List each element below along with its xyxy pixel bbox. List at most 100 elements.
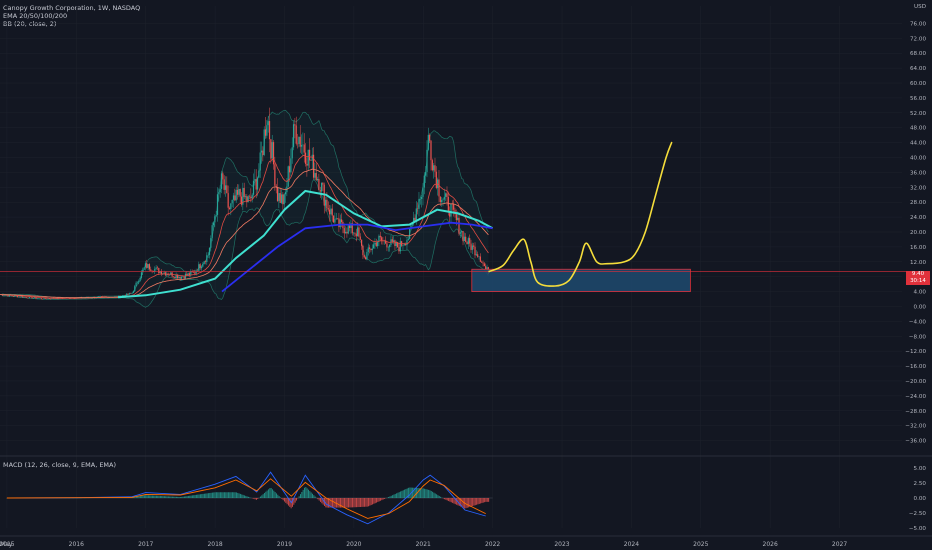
candle-body bbox=[206, 255, 208, 263]
macd-histogram-bar bbox=[353, 498, 355, 508]
macd-histogram-bar bbox=[283, 498, 285, 502]
candle-body bbox=[264, 129, 267, 136]
time-tick-label: 2017 bbox=[138, 541, 153, 548]
macd-histogram-bar bbox=[278, 496, 280, 498]
candle-body bbox=[254, 179, 256, 181]
macd-histogram-bar bbox=[170, 496, 172, 498]
macd-histogram-bar bbox=[413, 487, 415, 498]
candle-body bbox=[255, 179, 257, 190]
candle-body bbox=[344, 231, 347, 234]
candle-body bbox=[178, 276, 180, 279]
macd-histogram-bar bbox=[405, 489, 407, 498]
symbol-title[interactable]: Canopy Growth Corporation, 1W, NASDAQ bbox=[3, 4, 141, 12]
candle-body bbox=[279, 193, 281, 203]
candle-body bbox=[485, 266, 487, 270]
macd-histogram-bar bbox=[421, 488, 423, 498]
candle-body bbox=[442, 199, 444, 201]
macd-histogram-bar bbox=[158, 495, 160, 498]
candle-body bbox=[200, 266, 203, 269]
candle-body bbox=[327, 208, 329, 210]
macd-histogram-bar bbox=[137, 496, 139, 498]
bb-indicator-label[interactable]: BB (20, close, 2) bbox=[3, 20, 57, 28]
macd-histogram-bar bbox=[270, 487, 272, 498]
candle-body bbox=[312, 154, 315, 178]
macd-histogram-bar bbox=[254, 498, 256, 500]
macd-histogram-bar bbox=[325, 498, 327, 508]
candle-body bbox=[226, 185, 228, 194]
macd-histogram-bar bbox=[199, 494, 201, 498]
macd-histogram-bar bbox=[211, 492, 213, 498]
candle-body bbox=[44, 297, 46, 299]
candle-body bbox=[270, 139, 272, 159]
candle-body bbox=[194, 272, 196, 274]
macd-histogram-bar bbox=[454, 498, 456, 505]
macd-histogram-bar bbox=[233, 492, 235, 498]
candle-body bbox=[18, 296, 20, 298]
macd-histogram-bar bbox=[485, 498, 487, 502]
macd-histogram-bar bbox=[302, 489, 304, 498]
macd-histogram-bar bbox=[460, 498, 462, 507]
signal-line bbox=[6, 478, 486, 519]
macd-histogram-bar bbox=[207, 493, 209, 498]
candle-body bbox=[386, 243, 388, 248]
candle-body bbox=[473, 245, 475, 247]
candle-body bbox=[122, 295, 124, 297]
macd-histogram-bar bbox=[318, 498, 320, 501]
candle-body bbox=[405, 244, 407, 246]
candle-body bbox=[140, 272, 143, 278]
price-tick-label: 44.00 bbox=[910, 141, 926, 147]
price-tick-label: 64.00 bbox=[910, 66, 926, 72]
macd-histogram-bar bbox=[165, 496, 167, 498]
candle-body bbox=[461, 231, 463, 233]
candle-body bbox=[236, 189, 239, 195]
candle-body bbox=[202, 264, 204, 267]
macd-histogram-bar bbox=[336, 498, 338, 508]
candle-body bbox=[290, 158, 292, 173]
macd-histogram-bar bbox=[357, 498, 359, 508]
macd-histogram-bar bbox=[350, 498, 352, 508]
macd-histogram-bar bbox=[202, 493, 204, 498]
macd-histogram-bar bbox=[167, 496, 169, 498]
macd-indicator-label[interactable]: MACD (12, 26, close, 9, EMA, EMA) bbox=[3, 461, 117, 469]
candle-body bbox=[227, 193, 229, 208]
macd-histogram-bar bbox=[477, 498, 479, 505]
candle-body bbox=[350, 223, 352, 229]
macd-histogram-bar bbox=[484, 498, 486, 503]
candle-body bbox=[211, 225, 213, 239]
price-tick-label: 36.00 bbox=[910, 170, 926, 176]
time-tick-label: 2016 bbox=[69, 541, 84, 548]
price-tick-label: 40.00 bbox=[910, 156, 926, 162]
price-tick-label: 12.00 bbox=[910, 260, 926, 266]
candle-body bbox=[216, 194, 219, 215]
macd-histogram-bar bbox=[450, 498, 452, 503]
candle-body bbox=[358, 227, 360, 237]
candle-body bbox=[334, 219, 336, 223]
macd-histogram-bar bbox=[309, 491, 311, 498]
macd-histogram-bar bbox=[257, 498, 259, 499]
candle-body bbox=[311, 154, 313, 161]
ema-indicator-label[interactable]: EMA 20/50/100/200 bbox=[3, 12, 68, 20]
candle-body bbox=[369, 247, 371, 249]
macd-histogram-bar bbox=[213, 492, 215, 498]
candle-body bbox=[138, 280, 140, 283]
candle-body bbox=[477, 254, 479, 257]
macd-histogram-bar bbox=[376, 498, 378, 503]
candle-body bbox=[239, 188, 241, 197]
candle-body bbox=[469, 238, 471, 244]
candle-body bbox=[260, 150, 263, 153]
macd-histogram-bar bbox=[430, 490, 432, 498]
macd-histogram-bar bbox=[338, 498, 340, 508]
candle-body bbox=[34, 297, 36, 299]
macd-histogram-bar bbox=[286, 498, 288, 505]
price-tick-label: −28.00 bbox=[905, 409, 926, 415]
candle-body bbox=[447, 197, 449, 212]
candle-body bbox=[272, 142, 275, 165]
candle-body bbox=[23, 296, 25, 298]
macd-histogram-bar bbox=[365, 498, 367, 507]
macd-histogram-bar bbox=[444, 498, 446, 500]
macd-histogram-bar bbox=[432, 491, 434, 498]
candle-body bbox=[433, 165, 435, 171]
macd-histogram-bar bbox=[243, 495, 245, 498]
